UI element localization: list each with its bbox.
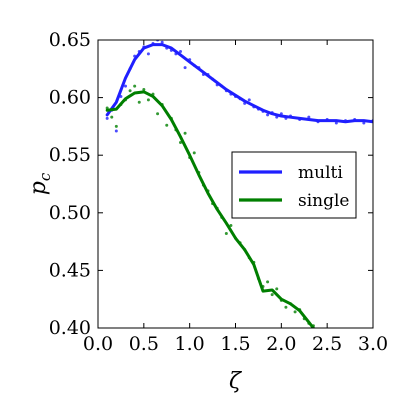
x-tick-label: 3.0 bbox=[358, 333, 388, 355]
data-point-single bbox=[179, 141, 182, 145]
x-tick-label: 2.5 bbox=[312, 333, 342, 355]
plot-data-layer bbox=[105, 40, 373, 328]
data-point-multi bbox=[160, 40, 164, 44]
data-point-single bbox=[137, 100, 141, 104]
series-line-multi bbox=[105, 43, 373, 124]
x-tick-label: 0.0 bbox=[83, 333, 113, 355]
x-tick-label: 0.5 bbox=[129, 333, 159, 355]
legend[interactable]: multi single bbox=[231, 151, 357, 219]
series-multi bbox=[105, 40, 373, 133]
data-point-single bbox=[229, 223, 233, 227]
data-point-single bbox=[293, 310, 297, 314]
data-point-multi bbox=[183, 66, 187, 70]
data-point-single bbox=[110, 115, 114, 119]
y-axis-label-subscript: c bbox=[36, 172, 54, 181]
y-tick-label: 0.60 bbox=[49, 87, 91, 109]
y-tick-label: 0.50 bbox=[49, 202, 91, 224]
data-point-single bbox=[165, 123, 169, 127]
data-point-multi bbox=[105, 116, 109, 120]
x-axis-ticks: 0.0 0.5 1.0 1.5 2.0 2.5 3.0 bbox=[83, 40, 388, 355]
data-point-single bbox=[114, 124, 118, 128]
data-point-single bbox=[224, 232, 228, 236]
y-axis-label: pc bbox=[26, 172, 54, 195]
y-axis-ticks: 0.40 0.45 0.50 0.55 0.60 0.65 bbox=[49, 29, 373, 339]
series-line-single bbox=[105, 90, 315, 328]
data-point-single bbox=[192, 151, 196, 155]
data-point-single bbox=[284, 305, 288, 309]
data-point-single bbox=[128, 89, 132, 93]
legend-label-multi: multi bbox=[298, 163, 343, 183]
data-point-single bbox=[133, 84, 137, 88]
y-tick-label: 0.55 bbox=[49, 144, 91, 166]
legend-label-single: single bbox=[298, 191, 350, 211]
data-point-single bbox=[266, 280, 270, 284]
x-tick-label: 2.0 bbox=[266, 333, 296, 355]
x-tick-label: 1.0 bbox=[175, 333, 205, 355]
data-point-single bbox=[270, 293, 274, 297]
data-point-single bbox=[275, 287, 279, 291]
x-tick-label: 1.5 bbox=[220, 333, 250, 355]
data-point-single bbox=[142, 88, 146, 92]
y-tick-label: 0.40 bbox=[49, 317, 91, 339]
data-point-multi bbox=[114, 129, 118, 133]
y-tick-label: 0.45 bbox=[49, 259, 91, 281]
x-axis-label: ζ bbox=[229, 369, 243, 394]
data-point-multi bbox=[247, 98, 251, 102]
series-single bbox=[105, 84, 315, 328]
data-point-single bbox=[146, 98, 150, 102]
y-tick-label: 0.65 bbox=[49, 29, 91, 51]
data-point-multi bbox=[124, 84, 127, 88]
data-point-single bbox=[156, 112, 160, 116]
legend-box bbox=[231, 151, 357, 219]
data-point-multi bbox=[179, 50, 182, 54]
data-point-multi bbox=[146, 52, 150, 56]
data-point-multi bbox=[266, 113, 270, 117]
data-point-single bbox=[183, 131, 187, 135]
